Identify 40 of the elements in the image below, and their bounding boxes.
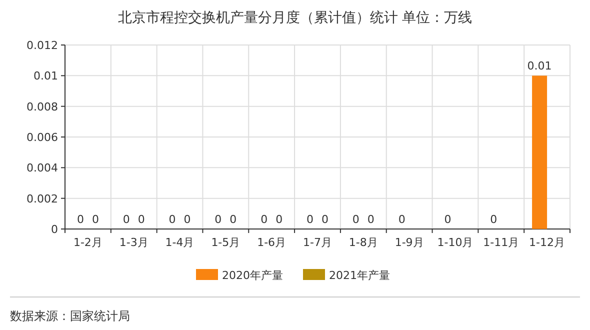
data-label: 0 [92,213,99,226]
data-label: 0 [122,213,130,226]
y-tick-label: 0 [51,223,58,236]
y-tick-label: 0.002 [26,192,58,206]
data-label: 0 [444,213,452,226]
source-note: 数据来源：国家统计局 [10,309,130,323]
y-tick-label: 0.006 [26,131,58,144]
data-label: 0 [306,213,314,226]
x-tick-label: 1-7月 [303,236,332,249]
data-label: 0 [138,213,145,226]
data-label: 0 [214,213,222,226]
y-tick-label: 0.004 [26,162,58,175]
data-label: 0 [168,213,176,226]
y-tick-label: 0.01 [34,70,58,83]
data-label: 0 [230,213,237,226]
x-tick-label: 1-2月 [73,236,102,249]
x-tick-label: 1-10月 [437,236,474,249]
x-tick-label: 1-11月 [483,236,520,249]
y-tick-label: 0.012 [26,39,58,52]
data-label: 0 [490,213,498,226]
chart-title: 北京市程控交换机产量分月度（累计值）统计 单位：万线 [118,10,472,26]
x-tick-label: 1-8月 [348,236,378,249]
data-label: 0 [352,213,360,226]
data-label: 0 [322,213,328,226]
legend-label: 2020年产量 [222,269,283,282]
x-tick-label: 1-3月 [119,236,148,249]
data-label: 0 [260,213,268,226]
x-tick-label: 1-4月 [165,236,194,249]
x-tick-label: 1-12月 [529,236,566,249]
data-label: 0 [184,213,191,226]
x-tick-label: 1-9月 [394,236,424,249]
data-label: 0 [76,213,84,226]
data-label: 0 [367,213,374,226]
y-tick-label: 0.008 [26,100,58,114]
data-label: 0 [398,213,406,226]
data-label: 0.01 [527,60,552,73]
data-label: 0 [276,213,283,226]
legend-label: 2021年产量 [329,269,390,282]
x-tick-label: 1-5月 [211,236,240,249]
x-tick-label: 1-6月 [257,236,286,249]
